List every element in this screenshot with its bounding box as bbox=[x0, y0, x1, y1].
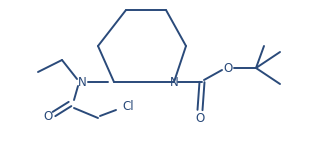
Text: Cl: Cl bbox=[122, 100, 134, 112]
Text: N: N bbox=[169, 76, 178, 88]
Text: O: O bbox=[223, 62, 233, 74]
Text: O: O bbox=[195, 112, 204, 124]
Text: N: N bbox=[78, 76, 86, 88]
Text: O: O bbox=[43, 109, 52, 123]
